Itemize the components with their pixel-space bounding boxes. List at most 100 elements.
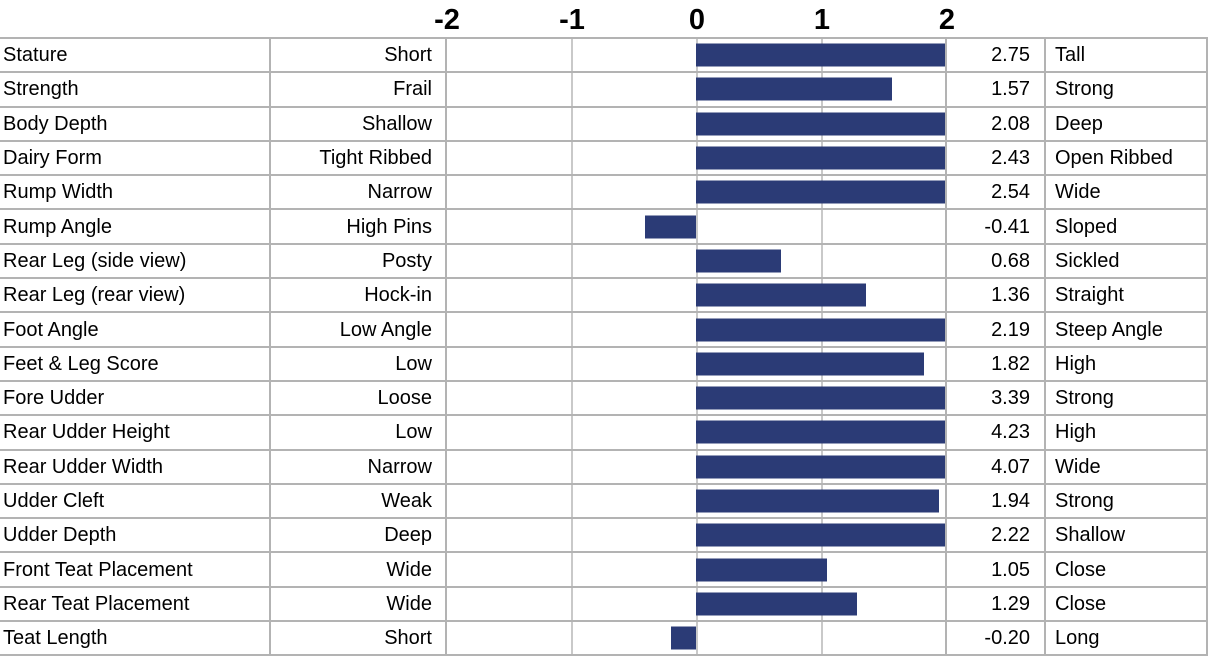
high-descriptor: Deep (1046, 107, 1208, 140)
high-descriptor: Close (1046, 553, 1208, 586)
bar-cell (447, 39, 947, 72)
bar-cell (447, 587, 947, 621)
gridline-minus1 (571, 347, 573, 380)
axis-tick: 0 (688, 4, 706, 36)
trait-value: 3.39 (947, 381, 1046, 415)
trait-row: Feet & Leg Score Low 1.82 High (0, 347, 1208, 382)
high-descriptor: High (1046, 347, 1208, 380)
trait-bar (644, 215, 696, 239)
bar-cell (447, 73, 947, 106)
gridline-plus1 (821, 622, 823, 655)
gridline-zero (696, 622, 698, 655)
trait-bar (696, 592, 858, 616)
bar-cell (447, 347, 947, 380)
high-descriptor: Long (1046, 622, 1208, 655)
gridline-minus1 (571, 484, 573, 518)
low-descriptor: Frail (271, 73, 447, 106)
trait-name: Stature (0, 39, 271, 72)
trait-name: Foot Angle (0, 313, 271, 346)
trait-bar (696, 455, 945, 479)
trait-value: 1.36 (947, 279, 1046, 312)
trait-row: Dairy Form Tight Ribbed 2.43 Open Ribbed (0, 141, 1208, 177)
trait-name: Teat Length (0, 622, 271, 655)
gridline-minus1 (571, 279, 573, 312)
bar-cell (447, 381, 947, 415)
trait-bar (696, 352, 924, 376)
trait-name: Rear Udder Height (0, 416, 271, 449)
gridline-minus1 (571, 450, 573, 483)
trait-name: Rear Leg (side view) (0, 244, 271, 278)
trait-name: Rear Teat Placement (0, 587, 271, 621)
gridline-minus1 (571, 176, 573, 209)
axis-tick: -2 (434, 4, 460, 36)
trait-bar (696, 386, 945, 410)
low-descriptor: Posty (271, 244, 447, 278)
trait-value: 4.23 (947, 416, 1046, 449)
gridline-minus1 (571, 141, 573, 175)
trait-bar (696, 180, 945, 204)
trait-row: Strength Frail 1.57 Strong (0, 73, 1208, 108)
trait-value: -0.20 (947, 622, 1046, 655)
bar-cell (447, 450, 947, 483)
trait-row: Teat Length Short -0.20 Long (0, 622, 1208, 657)
trait-name: Udder Depth (0, 519, 271, 552)
low-descriptor: Low (271, 347, 447, 380)
high-descriptor: Steep Angle (1046, 313, 1208, 346)
bar-cell (447, 313, 947, 346)
high-descriptor: Open Ribbed (1046, 141, 1208, 175)
trait-value: 1.57 (947, 73, 1046, 106)
trait-bar (696, 43, 945, 67)
high-descriptor: Sickled (1046, 244, 1208, 278)
low-descriptor: Deep (271, 519, 447, 552)
bar-cell (447, 176, 947, 209)
gridline-minus1 (571, 416, 573, 449)
trait-row: Udder Cleft Weak 1.94 Strong (0, 484, 1208, 520)
high-descriptor: Shallow (1046, 519, 1208, 552)
low-descriptor: Narrow (271, 450, 447, 483)
trait-row: Rear Udder Width Narrow 4.07 Wide (0, 450, 1208, 485)
trait-value: 4.07 (947, 450, 1046, 483)
trait-name: Udder Cleft (0, 484, 271, 518)
high-descriptor: High (1046, 416, 1208, 449)
trait-table: Stature Short 2.75 Tall Strength Frail 1… (0, 37, 1208, 657)
bar-cell (447, 210, 947, 243)
gridline-minus1 (571, 622, 573, 655)
trait-bar (696, 146, 945, 170)
trait-name: Rump Width (0, 176, 271, 209)
trait-row: Rear Teat Placement Wide 1.29 Close (0, 587, 1208, 623)
trait-value: 2.43 (947, 141, 1046, 175)
trait-bar (696, 249, 781, 273)
gridline-minus1 (571, 73, 573, 106)
high-descriptor: Wide (1046, 176, 1208, 209)
high-descriptor: Strong (1046, 73, 1208, 106)
gridline-minus1 (571, 210, 573, 243)
trait-bar (696, 283, 866, 307)
trait-value: 1.05 (947, 553, 1046, 586)
trait-bar (696, 420, 945, 444)
low-descriptor: Hock-in (271, 279, 447, 312)
gridline-plus1 (821, 244, 823, 278)
bar-cell (447, 244, 947, 278)
trait-row: Rump Width Narrow 2.54 Wide (0, 176, 1208, 211)
trait-row: Fore Udder Loose 3.39 Strong (0, 381, 1208, 417)
gridline-minus1 (571, 313, 573, 346)
low-descriptor: Short (271, 622, 447, 655)
low-descriptor: Loose (271, 381, 447, 415)
bar-cell (447, 553, 947, 586)
bar-cell (447, 519, 947, 552)
trait-name: Front Teat Placement (0, 553, 271, 586)
bar-cell (447, 107, 947, 140)
trait-value: 2.19 (947, 313, 1046, 346)
low-descriptor: Short (271, 39, 447, 72)
gridline-minus1 (571, 244, 573, 278)
axis-tick: 1 (813, 4, 831, 36)
low-descriptor: Shallow (271, 107, 447, 140)
trait-value: 0.68 (947, 244, 1046, 278)
high-descriptor: Straight (1046, 279, 1208, 312)
trait-name: Strength (0, 73, 271, 106)
low-descriptor: Wide (271, 553, 447, 586)
low-descriptor: Tight Ribbed (271, 141, 447, 175)
bar-cell (447, 622, 947, 655)
axis-header: -2 -1 0 1 2 (0, 0, 1211, 37)
